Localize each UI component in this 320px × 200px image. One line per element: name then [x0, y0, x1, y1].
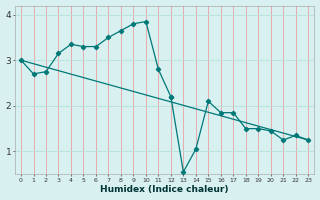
X-axis label: Humidex (Indice chaleur): Humidex (Indice chaleur): [100, 185, 229, 194]
